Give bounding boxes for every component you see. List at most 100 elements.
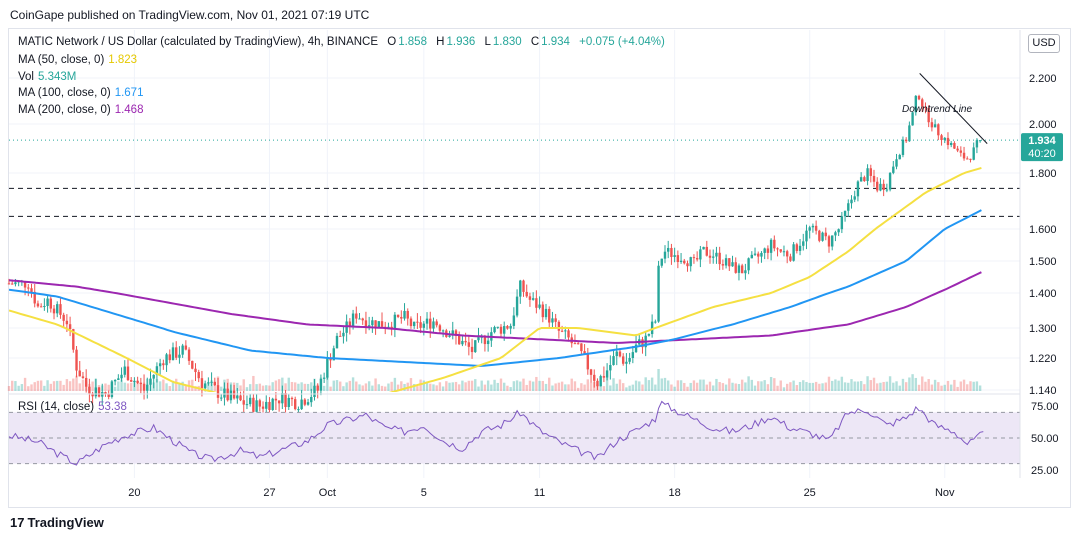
- ma50-line: [9, 166, 982, 392]
- candle-body: [753, 253, 757, 255]
- volume-bar: [43, 385, 46, 391]
- candle-body: [837, 229, 840, 233]
- price-axis-label: 2.000: [1029, 119, 1057, 131]
- volume-bar: [281, 377, 284, 391]
- candle-body: [869, 168, 872, 176]
- candle-body: [168, 354, 171, 361]
- time-axis-label: 20: [128, 487, 140, 499]
- volume-bar: [525, 384, 528, 391]
- volume-bar: [168, 386, 171, 391]
- volume-bar: [573, 381, 577, 391]
- volume-bar: [879, 382, 882, 391]
- candle-body: [956, 148, 959, 151]
- candle-body: [117, 378, 120, 381]
- volume-bar: [435, 385, 438, 391]
- price-axis-label: 1.400: [1029, 288, 1057, 300]
- candle-body: [43, 305, 46, 307]
- volume-bar: [689, 382, 692, 391]
- volume-bar: [46, 380, 49, 391]
- candle-body: [310, 397, 313, 403]
- legend-ma50[interactable]: MA (50, close, 0) 1.823: [18, 54, 138, 66]
- volume-bar: [419, 379, 422, 391]
- candle-body: [271, 398, 274, 410]
- volume-bar: [583, 384, 586, 391]
- candle-body: [200, 378, 204, 388]
- volume-bar: [236, 382, 239, 391]
- candle-body: [191, 360, 194, 369]
- volume-bar: [30, 384, 33, 391]
- candle-body: [544, 308, 548, 318]
- candle-body: [113, 380, 117, 382]
- volume-bar: [576, 387, 580, 391]
- candle-body: [284, 393, 287, 408]
- candle-body: [374, 320, 377, 328]
- candle-body: [602, 376, 606, 378]
- volume-bar: [650, 377, 654, 391]
- volume-bar: [853, 381, 856, 391]
- volume-bar: [757, 381, 760, 391]
- volume-bar: [477, 386, 480, 391]
- candle-body: [564, 330, 567, 332]
- volume-bar: [644, 377, 647, 391]
- currency-button[interactable]: USD: [1028, 34, 1060, 53]
- legend-rsi[interactable]: RSI (14, close) 53.38: [18, 401, 127, 413]
- volume-bar: [535, 376, 538, 391]
- candle-body: [737, 265, 741, 273]
- volume-bar: [834, 379, 837, 391]
- volume-bar: [322, 385, 326, 391]
- volume-bar: [731, 382, 734, 391]
- tradingview-logo-icon: 17: [10, 515, 25, 530]
- candle-body: [933, 124, 937, 128]
- candle-body: [621, 356, 625, 364]
- candle-body: [36, 303, 40, 307]
- candle-body: [599, 376, 602, 387]
- candle-body: [52, 308, 56, 314]
- candle-body: [503, 326, 506, 334]
- volume-bar: [65, 379, 69, 391]
- candle-body: [914, 95, 918, 113]
- chart-frame[interactable]: [8, 28, 1071, 508]
- candle-body: [393, 314, 397, 329]
- candle-body: [81, 376, 85, 378]
- volume-bar: [56, 380, 59, 391]
- candle-body: [78, 370, 81, 377]
- candle-body: [750, 254, 754, 259]
- volume-bar: [667, 380, 670, 391]
- volume-bar: [676, 380, 680, 391]
- volume-bar: [68, 381, 72, 391]
- legend-ma200[interactable]: MA (200, close, 0) 1.468: [18, 104, 144, 116]
- candle-body: [326, 357, 329, 378]
- candle-body: [412, 321, 416, 327]
- volume-bar: [191, 379, 194, 391]
- volume-bar: [888, 376, 892, 391]
- candle-body: [110, 381, 114, 397]
- volume-bar: [779, 380, 782, 391]
- candle-body: [474, 340, 477, 353]
- candle-body: [303, 399, 307, 405]
- volume-bar: [258, 383, 262, 391]
- candle-body: [795, 244, 799, 251]
- volume-bar: [104, 383, 107, 391]
- volume-bar: [612, 378, 615, 391]
- volume-bar: [20, 384, 24, 391]
- candle-body: [464, 340, 467, 343]
- volume-bar: [975, 381, 979, 391]
- volume-bar: [528, 380, 532, 391]
- volume-bar: [252, 375, 255, 391]
- legend-ma100[interactable]: MA (100, close, 0) 1.671: [18, 87, 144, 99]
- candle-body: [348, 321, 352, 327]
- volume-bar: [702, 379, 705, 391]
- volume-bar: [287, 377, 290, 391]
- volume-bar: [371, 385, 374, 391]
- volume-bar: [123, 382, 126, 391]
- candle-body: [724, 258, 728, 266]
- volume-bar: [921, 376, 924, 391]
- price-tag-box: [1021, 133, 1063, 162]
- candle-body: [72, 329, 75, 350]
- legend-volume[interactable]: Vol 5.343M: [18, 71, 77, 83]
- price-axis-label: 2.200: [1029, 73, 1057, 85]
- candle-body: [692, 257, 696, 259]
- volume-bar: [515, 380, 519, 391]
